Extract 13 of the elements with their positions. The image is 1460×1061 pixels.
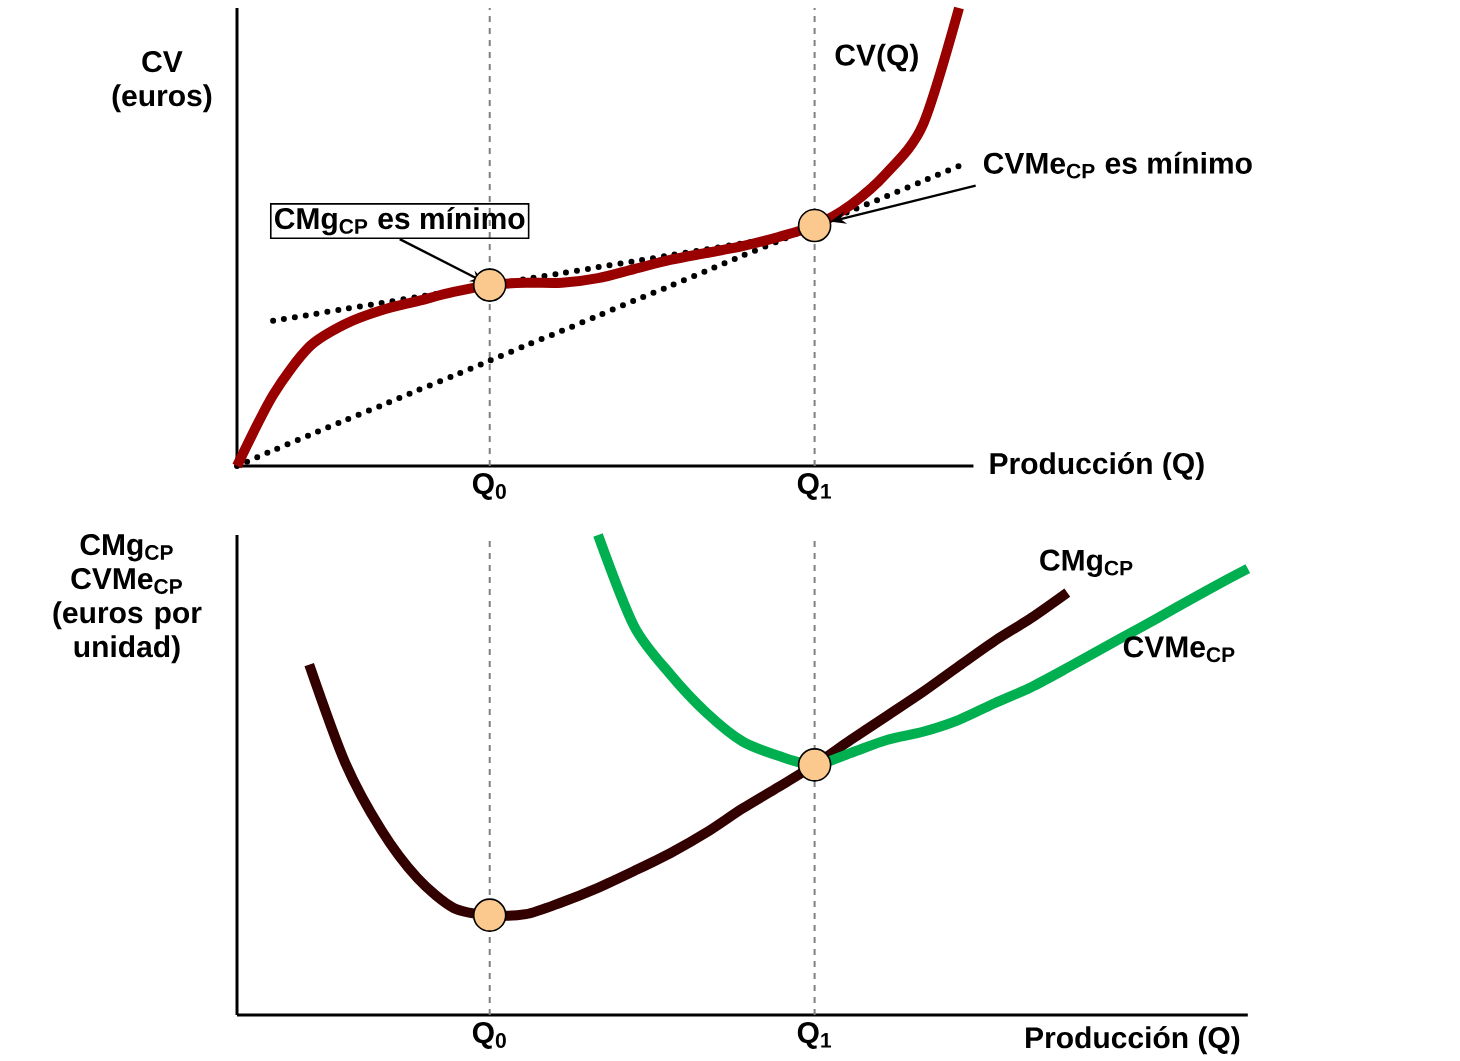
text: CVMe$_{CP}$ es mínimo: [983, 151, 1252, 179]
y-axis-title: CMg$_{CP}$ CVMe$_{CP}$ (euros por unidad): [53, 534, 202, 664]
series-label: CVMe$_{CP}$: [1123, 636, 1235, 663]
series-label: CV(Q): [835, 43, 918, 72]
x-axis-title: Producción (Q): [1026, 1026, 1240, 1055]
x-axis-title: Producción (Q): [990, 451, 1204, 481]
y-axis-title: CV (euros): [112, 51, 212, 113]
series-label: CMg$_{CP}$: [1040, 549, 1133, 577]
x-tick-label: Q$_{1}$: [797, 473, 832, 500]
x-tick-label: Q$_{0}$: [472, 1022, 506, 1049]
annotation: CMg$_{CP}$ es mínimo: [275, 206, 525, 236]
x-tick-label: Q$_{0}$: [472, 473, 506, 500]
x-tick-label: Q$_{1}$: [797, 1022, 832, 1049]
